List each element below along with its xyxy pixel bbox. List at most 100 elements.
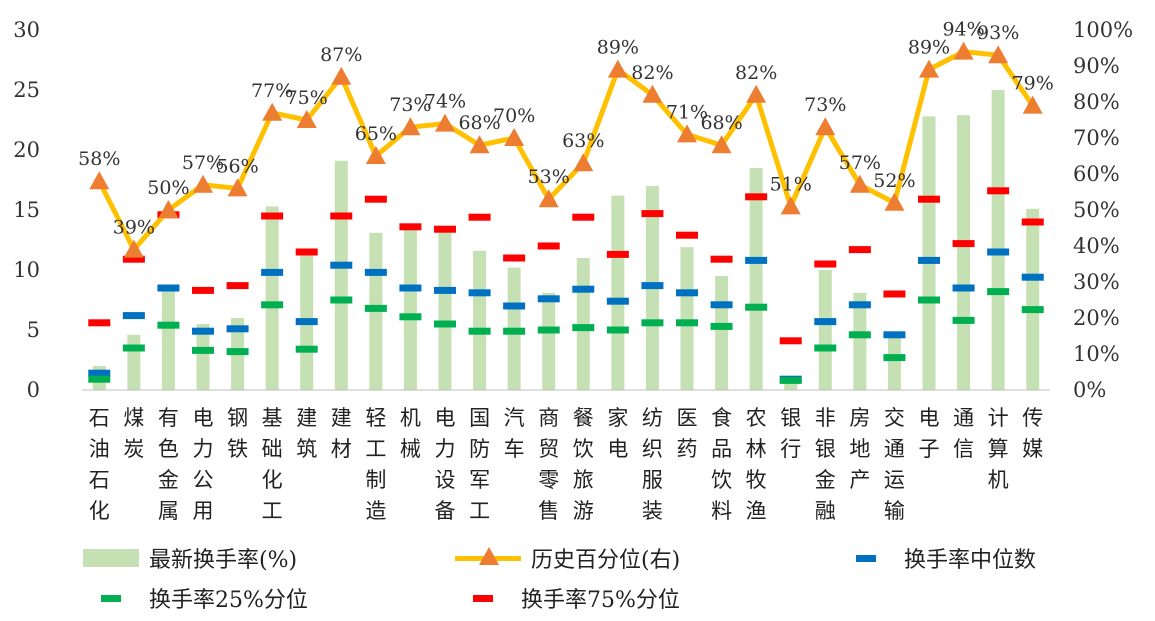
data-label: 93% — [977, 22, 1019, 44]
dash-marker — [848, 246, 871, 254]
triangle-marker — [504, 128, 525, 146]
dash-marker — [710, 322, 733, 330]
legend-item-p25: 换手率25%分位 — [83, 582, 308, 614]
dash-marker — [883, 331, 906, 339]
dash-marker — [157, 321, 180, 329]
dash-marker — [88, 375, 111, 383]
data-label: 82% — [631, 62, 673, 84]
dash-marker — [261, 268, 284, 276]
x-tick-label: 煤炭 — [123, 406, 144, 461]
x-tick-label: 机械 — [400, 406, 421, 461]
legend-swatch-line — [455, 547, 521, 567]
bar — [127, 334, 141, 390]
triangle-marker — [435, 113, 455, 132]
triangle-marker — [1022, 95, 1043, 114]
x-tick-label: 基础化工 — [262, 406, 283, 523]
dash-marker — [261, 212, 284, 220]
bar — [680, 247, 694, 390]
y-left-tick-label: 25 — [13, 78, 40, 102]
data-label: 39% — [113, 217, 155, 239]
bar — [161, 286, 175, 390]
bar — [196, 324, 210, 390]
dash-marker — [330, 261, 353, 269]
triangle-marker — [123, 239, 144, 258]
dash-marker — [364, 304, 387, 312]
y-left-tick-label: 20 — [13, 138, 40, 162]
dash-marker — [814, 260, 837, 268]
x-tick-label: 有色金属 — [158, 406, 179, 523]
legend-label: 历史百分位(右) — [531, 548, 681, 573]
data-label: 68% — [700, 112, 742, 134]
y-left-tick-label: 5 — [27, 318, 40, 342]
triangle-marker — [469, 135, 490, 154]
y-right-tick-label: 20% — [1073, 306, 1120, 330]
dash-marker — [88, 369, 111, 377]
data-label: 53% — [528, 166, 570, 188]
dash-marker — [330, 296, 353, 304]
dash-marker — [157, 284, 180, 292]
triangle-marker — [815, 117, 836, 136]
dash-marker — [848, 331, 871, 339]
dash-marker — [503, 327, 526, 335]
x-tick-label: 建筑 — [296, 406, 317, 461]
dash-marker — [918, 256, 940, 264]
data-label: 65% — [355, 123, 397, 145]
dash-marker — [848, 301, 871, 309]
dash-marker — [883, 290, 906, 298]
dash-marker — [814, 318, 837, 326]
y-right-tick-label: 50% — [1073, 198, 1120, 222]
bar — [715, 276, 729, 390]
dash-marker — [952, 316, 975, 324]
dash-marker — [779, 376, 802, 384]
bar — [922, 116, 936, 391]
dash-marker — [987, 248, 1010, 256]
dash-marker — [122, 312, 145, 320]
bar — [334, 160, 348, 390]
dash-marker — [1021, 218, 1044, 226]
dash-marker — [330, 212, 353, 220]
y-left-tick-label: 30 — [13, 18, 40, 42]
percentile-line — [97, 49, 1035, 253]
triangle-marker — [573, 153, 594, 172]
triangle-marker — [227, 178, 248, 197]
dash-marker — [779, 337, 802, 345]
x-tick-label: 国防军工 — [469, 406, 490, 523]
dash-marker — [261, 301, 284, 309]
dash-marker — [641, 282, 664, 290]
triangle-marker — [988, 45, 1009, 64]
dash-marker — [434, 225, 456, 233]
x-tick-label: 电力公用 — [193, 406, 214, 523]
dash-marker — [434, 286, 456, 294]
dash-marker — [918, 296, 940, 304]
data-label: 51% — [770, 173, 812, 195]
triangle-marker — [677, 124, 697, 143]
data-label: 50% — [147, 177, 189, 199]
data-label: 63% — [562, 130, 604, 152]
legend-label: 最新换手率(%) — [149, 548, 298, 573]
dash-marker — [814, 344, 837, 352]
x-tick-label: 计算机 — [988, 406, 1009, 492]
bar — [576, 258, 590, 390]
dash-marker — [537, 242, 560, 250]
data-label: 58% — [78, 148, 120, 170]
dash-marker — [399, 223, 422, 231]
data-label: 73% — [804, 94, 846, 116]
dash-marker — [295, 248, 318, 256]
triangle-marker — [849, 174, 870, 193]
y-right-tick-label: 0% — [1073, 378, 1106, 402]
triangle-marker — [642, 84, 663, 103]
x-tick-label: 通信 — [953, 406, 974, 461]
data-label: 57% — [839, 152, 881, 174]
turnover-chart: 0 5 10 15 20 25 30 0% 10% 20% 30% 40% 50% 60% 70% 80% 90… — [13, 18, 1133, 523]
y-right-tick-label: 100% — [1073, 18, 1133, 42]
triangle-marker — [89, 171, 110, 190]
dash-marker — [122, 255, 145, 263]
data-label: 77% — [251, 80, 293, 102]
x-tick-label: 汽车 — [504, 406, 525, 461]
bar — [473, 250, 487, 390]
dash-marker — [572, 285, 595, 293]
dash-marker — [676, 231, 698, 239]
dash-marker — [468, 327, 491, 335]
dash-marker — [952, 240, 975, 248]
legend-item-p75: 换手率75%分位 — [455, 582, 680, 614]
